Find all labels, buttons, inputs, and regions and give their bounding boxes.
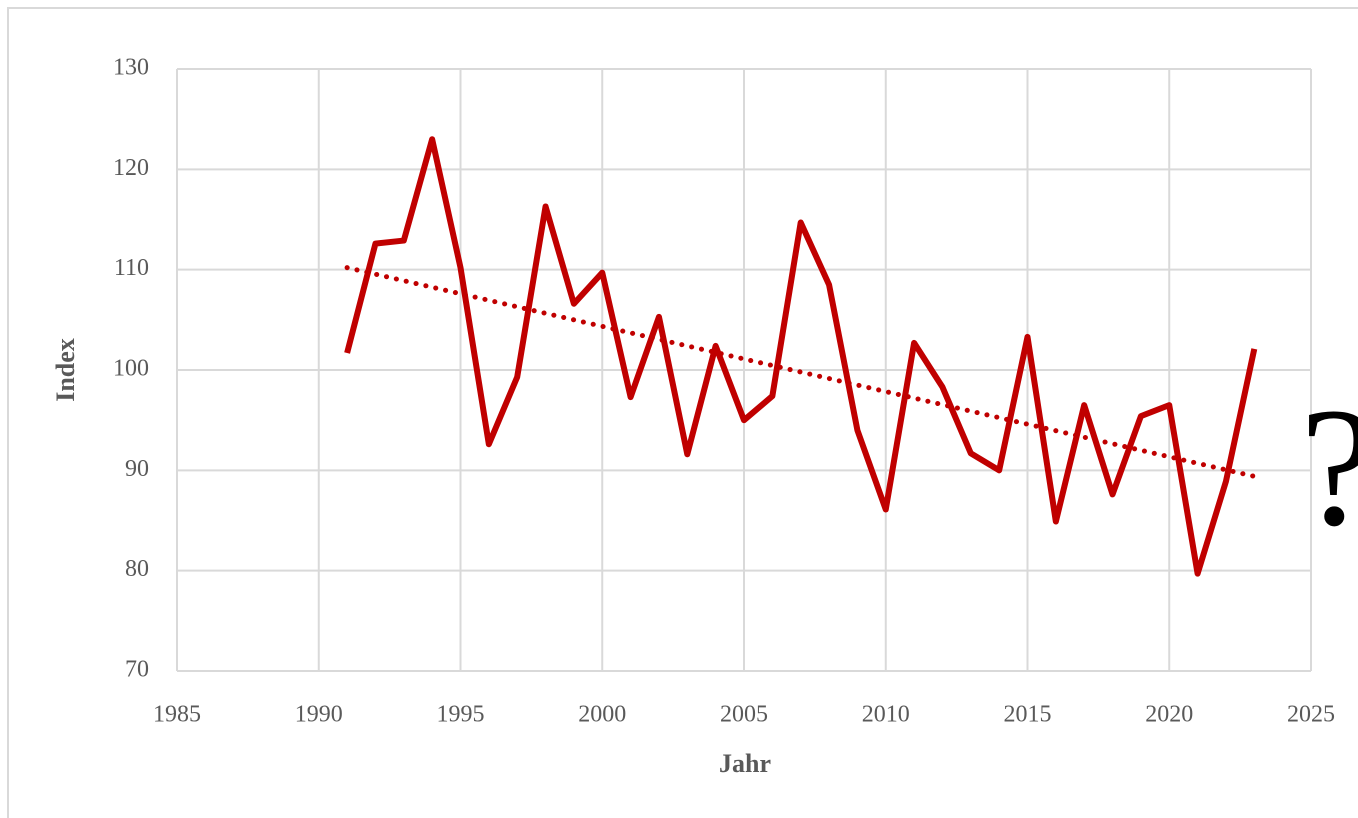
x-tick-label: 1995: [437, 702, 485, 728]
y-tick-label: 130: [113, 55, 149, 81]
y-tick-label: 90: [125, 456, 149, 482]
y-tick-label: 80: [125, 556, 149, 582]
x-tick-label: 2005: [720, 702, 768, 728]
x-tick-label: 2000: [578, 702, 626, 728]
y-tick-label: 100: [113, 356, 149, 382]
y-axis-title: Index: [51, 338, 80, 402]
y-tick-label: 110: [114, 255, 149, 281]
y-tick-label: 70: [125, 657, 149, 683]
x-tick-label: 2025: [1287, 702, 1335, 728]
chart-frame: [7, 7, 1358, 818]
data-line: [344, 136, 1258, 577]
y-tick-label: 120: [113, 155, 149, 181]
x-tick-label: 1985: [153, 702, 201, 728]
x-tick-label: 1990: [295, 702, 343, 728]
annotation: ?: [1300, 373, 1358, 561]
x-tick-label: 2010: [862, 702, 910, 728]
x-tick-label: 2015: [1004, 702, 1052, 728]
x-axis-title: Jahr: [719, 749, 771, 778]
x-tick-label: 2020: [1145, 702, 1193, 728]
trendline: [344, 265, 1257, 479]
